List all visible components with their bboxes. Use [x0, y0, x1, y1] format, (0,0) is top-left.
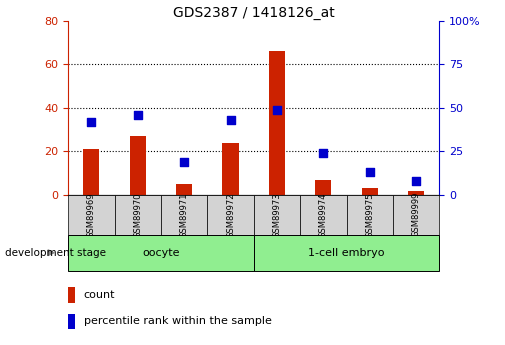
Point — [134, 112, 142, 118]
Title: GDS2387 / 1418126_at: GDS2387 / 1418126_at — [173, 6, 335, 20]
Bar — [269, 51, 285, 195]
Text: count: count — [84, 290, 115, 300]
Text: GSM89972: GSM89972 — [226, 192, 235, 237]
Bar — [222, 143, 239, 195]
Text: development stage: development stage — [5, 248, 106, 258]
Bar — [408, 190, 424, 195]
Text: oocyte: oocyte — [142, 248, 180, 258]
Bar — [68, 195, 115, 235]
Bar — [161, 195, 208, 235]
Text: GSM89975: GSM89975 — [365, 192, 374, 237]
Point — [180, 159, 188, 165]
Text: GSM89969: GSM89969 — [87, 192, 96, 237]
Bar — [346, 195, 393, 235]
Point — [366, 169, 374, 175]
Bar — [393, 195, 439, 235]
Point — [273, 107, 281, 112]
Text: percentile rank within the sample: percentile rank within the sample — [84, 316, 272, 326]
Bar — [68, 235, 254, 271]
Text: GSM89999: GSM89999 — [412, 192, 421, 237]
Bar — [362, 188, 378, 195]
Text: GSM89973: GSM89973 — [273, 192, 281, 238]
Bar — [68, 314, 75, 329]
Text: GSM89974: GSM89974 — [319, 192, 328, 237]
Bar — [68, 287, 75, 303]
Point — [87, 119, 95, 125]
Bar — [300, 195, 346, 235]
Bar — [315, 180, 331, 195]
Text: GSM89970: GSM89970 — [133, 192, 142, 237]
Text: 1-cell embryo: 1-cell embryo — [309, 248, 385, 258]
Bar — [176, 184, 192, 195]
Point — [412, 178, 420, 184]
Bar — [254, 195, 300, 235]
Bar — [208, 195, 254, 235]
Bar — [83, 149, 99, 195]
Bar — [130, 136, 146, 195]
Point — [319, 150, 327, 156]
Point — [227, 117, 235, 123]
Text: GSM89971: GSM89971 — [180, 192, 189, 237]
Bar — [254, 235, 439, 271]
Bar — [115, 195, 161, 235]
